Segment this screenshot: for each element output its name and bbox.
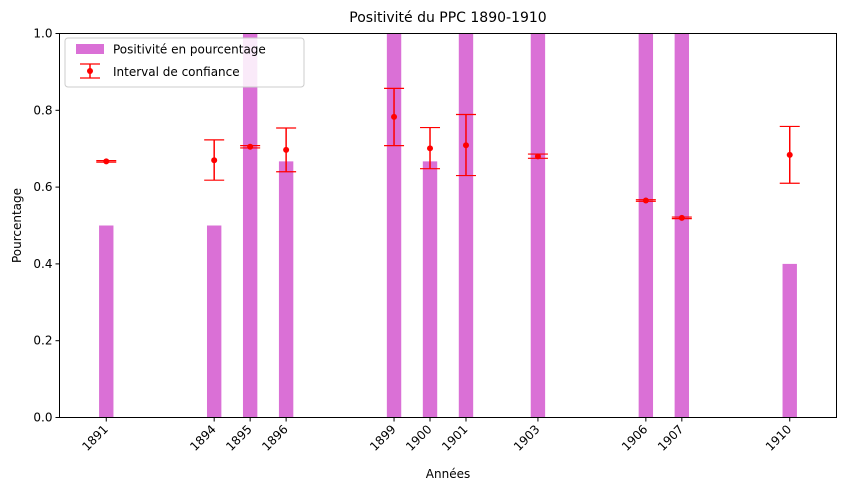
errorbar-1901: [455, 113, 476, 177]
legend: Positivité en pourcentage Interval de co…: [64, 37, 305, 88]
bar-1899: [386, 33, 402, 418]
errorbar-point-1899: [391, 113, 398, 120]
errorbar-point-1910: [786, 151, 793, 158]
errorbar-1907: [671, 214, 692, 221]
y-tick-label-0.6: 0.6: [33, 180, 52, 194]
x-axis-title: Années: [426, 467, 470, 481]
errorbar-point-1894: [211, 157, 218, 164]
errorbar-1895: [240, 143, 261, 150]
legend-errorbar-swatch: [80, 63, 100, 79]
bar-1910: [782, 263, 797, 418]
errorbars-layer: [96, 87, 800, 221]
bar-1894: [206, 225, 222, 418]
errorbar-point-1895: [247, 143, 254, 150]
errorbar-1910: [779, 125, 800, 184]
bar-1907: [674, 33, 690, 418]
plot-frame: [59, 33, 837, 418]
bar-1895: [242, 33, 258, 418]
errorbar-1899: [384, 87, 405, 147]
bar-1906: [638, 33, 654, 418]
bar-1900: [422, 161, 438, 418]
y-tick-label-0.2: 0.2: [33, 334, 52, 348]
legend-label-errorbars: Interval de confiance: [113, 65, 240, 79]
errorbar-point-1900: [427, 145, 434, 152]
legend-bar-swatch: [76, 44, 104, 54]
legend-box: [64, 37, 305, 88]
y-axis: 0.0 0.2 0.4 0.6 0.8 1.0: [33, 27, 60, 425]
errorbar-1894: [204, 139, 225, 181]
errorbar-1900: [420, 126, 441, 170]
bar-1891: [99, 225, 114, 418]
y-tick-label-0.0: 0.0: [33, 411, 52, 425]
y-tick-label-0.4: 0.4: [33, 257, 52, 271]
errorbar-point-1896: [283, 146, 290, 153]
errorbar-point-1907: [678, 214, 685, 221]
y-tick-label-1.0: 1.0: [33, 27, 52, 41]
bar-1901: [458, 33, 474, 418]
chart-title: Positivité du PPC 1890-1910: [349, 10, 546, 26]
errorbar-1906: [635, 197, 656, 204]
errorbar-1903: [527, 153, 548, 160]
bars-layer: [99, 33, 797, 418]
y-axis-title: Pourcentage: [10, 188, 24, 263]
errorbar-point-1891: [103, 158, 110, 165]
errorbar-point-1903: [534, 153, 541, 160]
errorbar-point-1901: [462, 142, 469, 149]
bar-1896: [278, 161, 294, 418]
errorbar-1891: [96, 158, 117, 165]
bar-1903: [530, 33, 546, 418]
legend-label-bars: Positivité en pourcentage: [113, 43, 266, 57]
errorbar-point-1906: [642, 197, 649, 204]
errorbar-1896: [276, 127, 297, 173]
y-tick-label-0.8: 0.8: [33, 103, 52, 117]
